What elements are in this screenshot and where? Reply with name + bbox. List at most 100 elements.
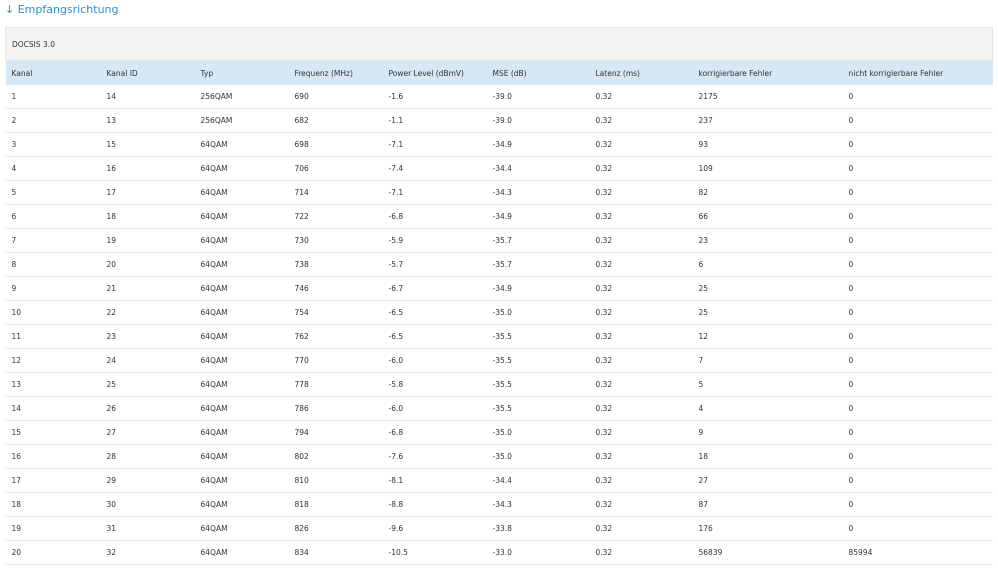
table-row: 8 20 64QAM 738 -5.7 -35.7 0.32 6 0	[5, 252, 993, 277]
cell: 0	[842, 396, 993, 421]
cell: 28	[100, 444, 195, 469]
cell: 13	[100, 108, 195, 133]
table-row: 16 28 64QAM 802 -7.6 -35.0 0.32 18 0	[5, 444, 993, 469]
channel-table: DOCSIS 3.0 Kanal Kanal ID Typ Frequenz (MHz)…	[5, 27, 993, 565]
cell: 64QAM	[194, 420, 289, 445]
cell: 13	[5, 372, 101, 397]
cell: 24	[100, 348, 195, 373]
cell: 0.32	[589, 540, 693, 565]
cell: 64QAM	[194, 516, 289, 541]
cell: 0	[842, 348, 993, 373]
cell: 64QAM	[194, 204, 289, 229]
cell: 66	[692, 204, 843, 229]
table-row: 3 15 64QAM 698 -7.1 -34.9 0.32 93 0	[5, 132, 993, 157]
table-row: 9 21 64QAM 746 -6.7 -34.9 0.32 25 0	[5, 276, 993, 301]
table-row: 11 23 64QAM 762 -6.5 -35.5 0.32 12 0	[5, 324, 993, 349]
cell: 0	[842, 300, 993, 325]
cell: 64QAM	[194, 468, 289, 493]
cell: -7.4	[382, 156, 487, 181]
table-row: 17 29 64QAM 810 -8.1 -34.4 0.32 27 0	[5, 468, 993, 493]
cell: 5	[5, 180, 101, 205]
cell: -35.0	[486, 444, 590, 469]
cell: 9	[692, 420, 843, 445]
column-header: MSE (dB)	[486, 60, 590, 85]
cell: -35.5	[486, 372, 590, 397]
cell: 9	[5, 276, 101, 301]
cell: 64QAM	[194, 276, 289, 301]
cell: 64QAM	[194, 444, 289, 469]
cell: 64QAM	[194, 228, 289, 253]
cell: 256QAM	[194, 85, 289, 109]
cell: 14	[5, 396, 101, 421]
cell: 15	[100, 132, 195, 157]
cell: -6.0	[382, 348, 487, 373]
cell: 3	[5, 132, 101, 157]
column-header: nicht korrigierbare Fehler	[842, 60, 993, 85]
cell: -6.8	[382, 420, 487, 445]
cell: 682	[288, 108, 383, 133]
section-title[interactable]: ↓ Empfangsrichtung	[5, 3, 119, 16]
cell: -8.1	[382, 468, 487, 493]
table-row: 20 32 64QAM 834 -10.5 -33.0 0.32 56839 85994	[5, 540, 993, 565]
cell: -1.6	[382, 85, 487, 109]
cell: 0	[842, 85, 993, 109]
cell: 0.32	[589, 204, 693, 229]
cell: 82	[692, 180, 843, 205]
cell: 31	[100, 516, 195, 541]
table-row: 4 16 64QAM 706 -7.4 -34.4 0.32 109 0	[5, 156, 993, 181]
cell: 0.32	[589, 276, 693, 301]
cell: -34.3	[486, 492, 590, 517]
cell: 698	[288, 132, 383, 157]
cell: 64QAM	[194, 492, 289, 517]
table-row: 19 31 64QAM 826 -9.6 -33.8 0.32 176 0	[5, 516, 993, 541]
cell: 18	[692, 444, 843, 469]
cell: 826	[288, 516, 383, 541]
cell: 0.32	[589, 492, 693, 517]
cell: -8.8	[382, 492, 487, 517]
cell: -7.6	[382, 444, 487, 469]
cell: 762	[288, 324, 383, 349]
cell: -9.6	[382, 516, 487, 541]
cell: -35.7	[486, 252, 590, 277]
cell: -7.1	[382, 132, 487, 157]
cell: 11	[5, 324, 101, 349]
cell: -34.3	[486, 180, 590, 205]
cell: -35.0	[486, 300, 590, 325]
column-header: Kanal ID	[100, 60, 195, 85]
cell: 1	[5, 85, 101, 109]
column-header: Latenz (ms)	[589, 60, 693, 85]
cell: 27	[100, 420, 195, 445]
cell: 786	[288, 396, 383, 421]
cell: -35.7	[486, 228, 590, 253]
table-row: 10 22 64QAM 754 -6.5 -35.0 0.32 25 0	[5, 300, 993, 325]
cell: 7	[5, 228, 101, 253]
cell: 0.32	[589, 180, 693, 205]
cell: -34.4	[486, 156, 590, 181]
cell: -6.5	[382, 324, 487, 349]
cell: 12	[692, 324, 843, 349]
cell: 8	[5, 252, 101, 277]
cell: 0	[842, 132, 993, 157]
cell: 0	[842, 492, 993, 517]
cell: 21	[100, 276, 195, 301]
cell: 0	[842, 204, 993, 229]
cell: 714	[288, 180, 383, 205]
cell: 810	[288, 468, 383, 493]
cell: 0.32	[589, 420, 693, 445]
cell: 4	[692, 396, 843, 421]
cell: 0.32	[589, 324, 693, 349]
cell: 738	[288, 252, 383, 277]
cell: 17	[100, 180, 195, 205]
cell: 0	[842, 324, 993, 349]
cell: 23	[100, 324, 195, 349]
cell: 256QAM	[194, 108, 289, 133]
cell: 0.32	[589, 156, 693, 181]
cell: 109	[692, 156, 843, 181]
cell: 237	[692, 108, 843, 133]
cell: 4	[5, 156, 101, 181]
cell: 0.32	[589, 348, 693, 373]
cell: 754	[288, 300, 383, 325]
cell: 64QAM	[194, 132, 289, 157]
cell: 0	[842, 444, 993, 469]
